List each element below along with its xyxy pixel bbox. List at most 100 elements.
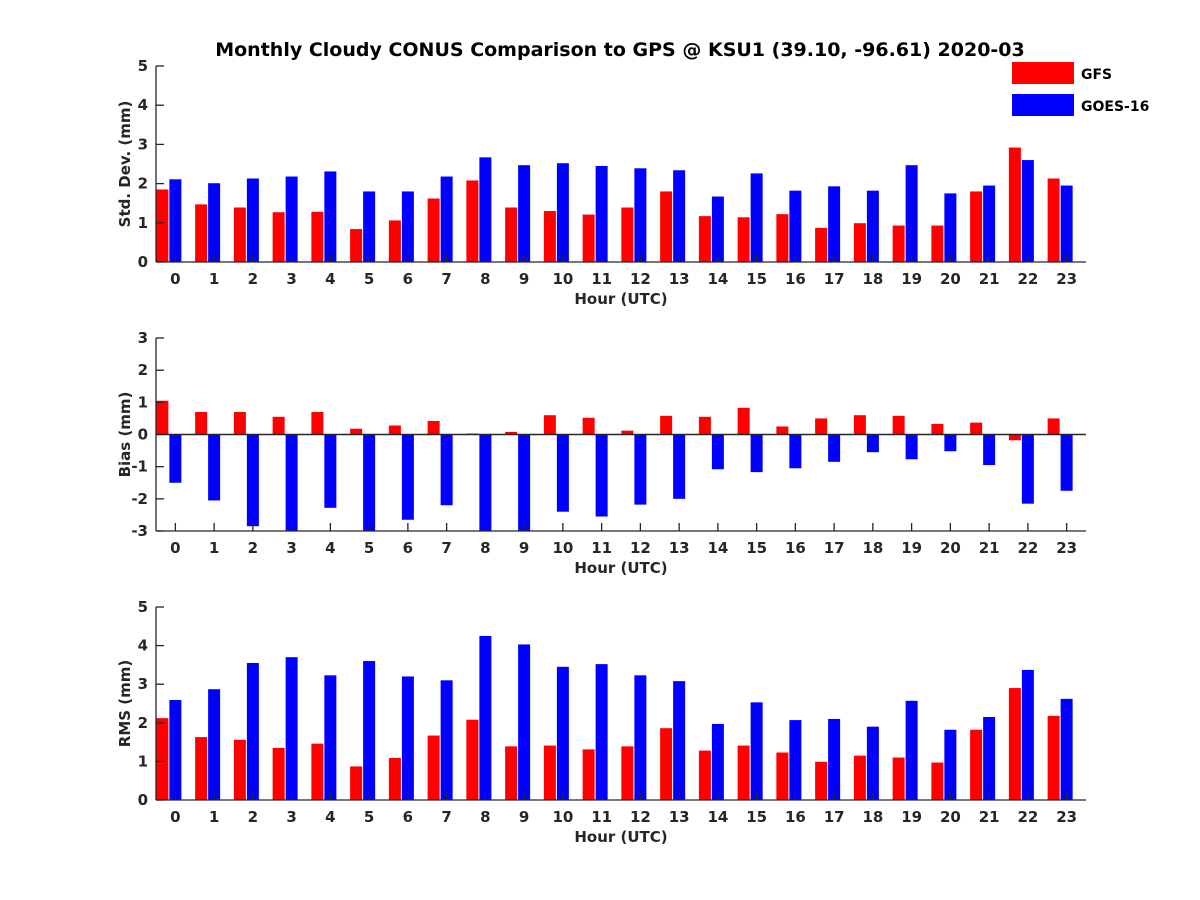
bias-bar-goes16-3: [285, 434, 298, 531]
bias-bar-goes16-19: [905, 434, 918, 460]
bias-bar-goes16-13: [673, 434, 686, 499]
bias-xtick-label: 9: [519, 539, 529, 557]
legend-swatch-goes16: [1012, 94, 1074, 116]
std-bar-goes16-2: [246, 178, 259, 262]
bias-bar-gfs-10: [543, 415, 556, 435]
chart-legend: GFS GOES-16: [1012, 62, 1149, 116]
std-xtick-label: 1: [209, 270, 219, 288]
rms-xtick-label: 23: [1056, 808, 1077, 826]
std-bar-gfs-18: [853, 223, 866, 262]
std-xtick-label: 15: [746, 270, 767, 288]
bias-bar-goes16-7: [440, 434, 453, 506]
rms-bar-goes16-15: [750, 702, 763, 800]
std-bar-goes16-11: [595, 165, 608, 262]
std-xtick-label: 23: [1056, 270, 1077, 288]
std-xtick-label: 8: [480, 270, 490, 288]
bias-xtick-label: 5: [364, 539, 374, 557]
rms-bar-goes16-23: [1060, 698, 1073, 800]
rms-bar-goes16-7: [440, 680, 453, 800]
rms-bar-goes16-8: [479, 635, 492, 800]
bias-xtick-label: 21: [979, 539, 1000, 557]
std-bar-goes16-20: [944, 193, 957, 262]
bias-bar-goes16-14: [711, 434, 724, 470]
rms-xtick-label: 8: [480, 808, 490, 826]
std-bar-goes16-10: [556, 163, 569, 262]
std-xtick-label: 12: [630, 270, 651, 288]
bias-ylabel: Bias (mm): [116, 392, 134, 478]
std-bar-gfs-23: [1047, 178, 1060, 262]
std-bar-goes16-22: [1021, 160, 1034, 262]
bias-bar-gfs-4: [311, 411, 324, 435]
bias-xtick-label: 8: [480, 539, 490, 557]
std-bar-gfs-19: [892, 225, 905, 262]
std-ytick-label: 0: [138, 253, 148, 271]
rms-bar-gfs-6: [388, 757, 401, 800]
rms-bar-gfs-7: [427, 735, 440, 800]
std-xtick-label: 18: [862, 270, 883, 288]
rms-bar-goes16-3: [285, 657, 298, 800]
std-bar-gfs-22: [1008, 147, 1021, 262]
rms-ylabel: RMS (mm): [116, 660, 134, 747]
rms-ytick-label: 5: [138, 598, 148, 616]
rms-bar-goes16-11: [595, 664, 608, 800]
bias-xtick-label: 19: [901, 539, 922, 557]
std-ytick-label: 1: [138, 214, 148, 232]
std-xtick-label: 0: [170, 270, 180, 288]
rms-bar-gfs-19: [892, 757, 905, 800]
rms-bar-goes16-13: [673, 681, 686, 800]
bias-bar-gfs-17: [815, 418, 828, 435]
std-xtick-label: 16: [785, 270, 806, 288]
rms-xtick-label: 16: [785, 808, 806, 826]
bias-bar-gfs-1: [195, 411, 208, 435]
rms-bar-gfs-22: [1008, 688, 1021, 800]
rms-bar-gfs-3: [272, 747, 285, 800]
bias-bar-goes16-20: [944, 434, 957, 452]
std-bar-gfs-9: [505, 207, 518, 262]
std-ytick-label: 3: [138, 135, 148, 153]
std-bar-gfs-2: [233, 207, 246, 262]
rms-bar-gfs-5: [350, 766, 363, 800]
rms-bar-gfs-4: [311, 743, 324, 800]
rms-bar-goes16-20: [944, 729, 957, 800]
std-ytick-label: 4: [138, 96, 148, 114]
std-bar-gfs-20: [931, 225, 944, 262]
bias-bar-gfs-6: [388, 425, 401, 435]
bias-xtick-label: 11: [591, 539, 612, 557]
rms-xtick-label: 1: [209, 808, 219, 826]
std-xtick-label: 3: [286, 270, 296, 288]
bias-xtick-label: 0: [170, 539, 180, 557]
rms-bar-goes16-0: [169, 700, 182, 800]
bias-xtick-label: 22: [1017, 539, 1038, 557]
legend-swatch-gfs: [1012, 62, 1074, 84]
bias-bar-gfs-3: [272, 416, 285, 435]
std-bar-gfs-3: [272, 212, 285, 262]
rms-bar-goes16-22: [1021, 669, 1034, 800]
std-bar-goes16-12: [634, 168, 647, 262]
std-xtick-label: 20: [940, 270, 961, 288]
bias-bar-gfs-14: [698, 416, 711, 435]
rms-bar-gfs-10: [543, 745, 556, 800]
rms-bar-goes16-17: [828, 718, 841, 800]
std-bar-gfs-21: [970, 191, 983, 262]
rms-bar-gfs-1: [195, 737, 208, 800]
std-bar-goes16-6: [401, 191, 414, 262]
rms-xtick-label: 22: [1017, 808, 1038, 826]
bias-xtick-label: 3: [286, 539, 296, 557]
rms-xtick-label: 5: [364, 808, 374, 826]
std-xtick-label: 14: [707, 270, 728, 288]
chart-title: Monthly Cloudy CONUS Comparison to GPS @…: [215, 39, 1025, 61]
rms-xtick-label: 18: [862, 808, 883, 826]
rms-xtick-label: 15: [746, 808, 767, 826]
rms-bar-gfs-12: [621, 746, 634, 800]
std-bar-gfs-13: [660, 191, 673, 262]
bias-xtick-label: 16: [785, 539, 806, 557]
std-bar-goes16-21: [983, 185, 996, 262]
std-bar-gfs-11: [582, 214, 595, 262]
std-xtick-label: 19: [901, 270, 922, 288]
rms-bar-gfs-14: [698, 750, 711, 800]
std-bar-goes16-15: [750, 173, 763, 262]
std-bar-gfs-16: [776, 214, 789, 262]
rms-bar-goes16-9: [518, 644, 531, 800]
